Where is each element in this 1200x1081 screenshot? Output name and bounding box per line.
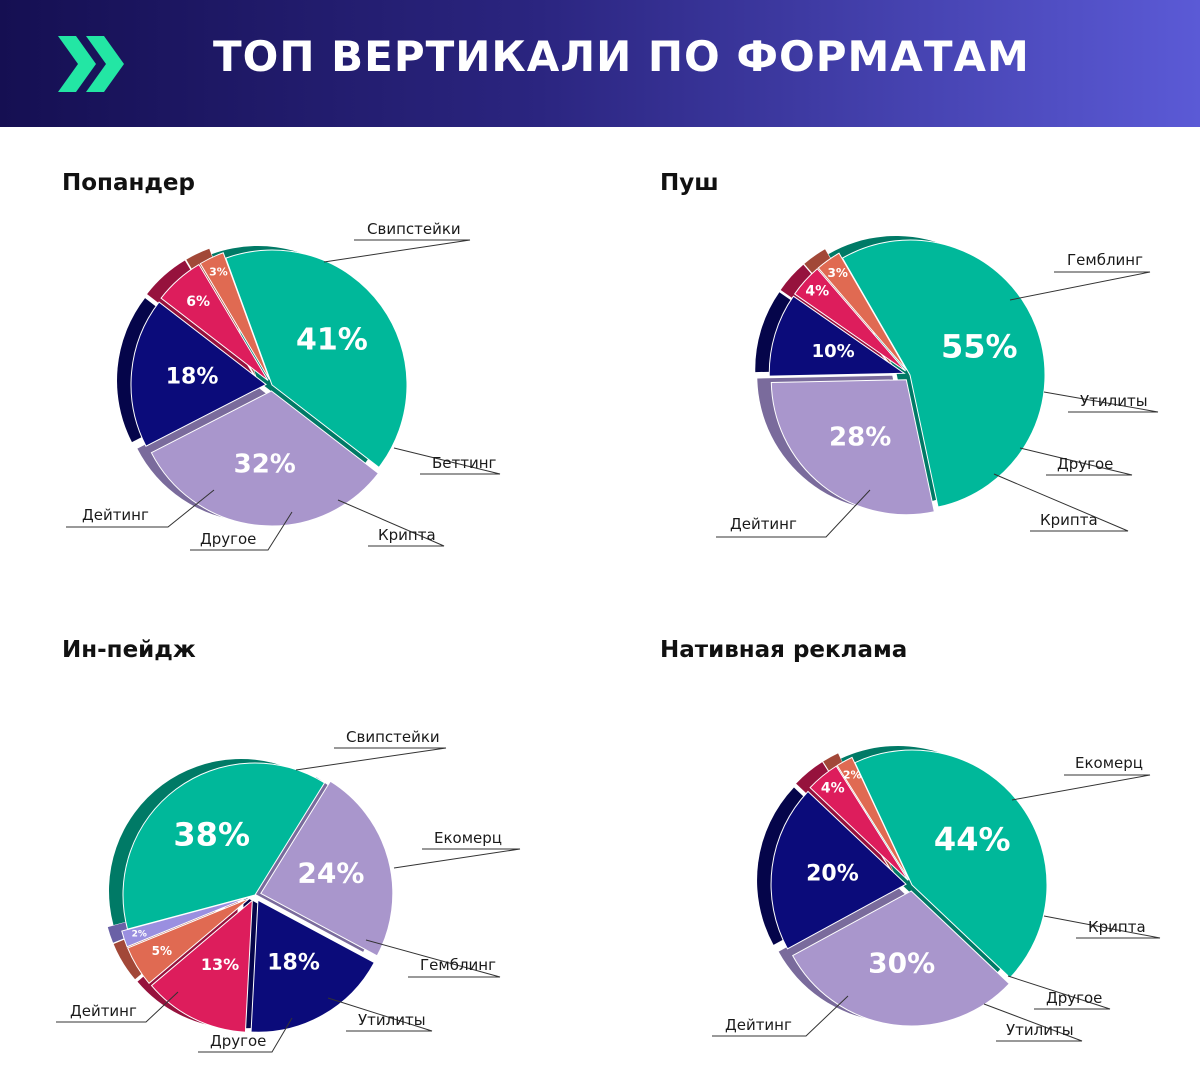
- slice-1: [854, 749, 1048, 979]
- slice-4: [793, 268, 906, 372]
- leader-line: [993, 473, 1129, 532]
- slice-category-label: Другое: [200, 530, 256, 548]
- slice-1: [225, 249, 408, 469]
- slice-category-label: Екомерц: [1075, 754, 1143, 772]
- slice-category-label: Утилиты: [358, 1011, 426, 1029]
- slice-value-label: 10%: [812, 341, 855, 362]
- slice-category-label: Дейтинг: [70, 1002, 137, 1020]
- slice-category-label: Крипта: [378, 526, 436, 544]
- pie-chart-4: 44% 30% 20% 4%2% Дейтинг Екомерц Крипта Другое У…: [712, 745, 1161, 1042]
- slice-4: [160, 263, 269, 381]
- slice-category-label: Крипта: [1040, 511, 1098, 529]
- leader-line: [1043, 915, 1161, 939]
- leader-line: [393, 447, 501, 475]
- leader-line: [56, 991, 179, 1023]
- slice-value-label: 3%: [209, 265, 228, 278]
- leader-line: [337, 499, 445, 547]
- slice-3: [768, 295, 906, 377]
- leader-line: [365, 939, 501, 978]
- slice-1: [122, 762, 326, 930]
- slice-3: [130, 301, 267, 447]
- leader-line: [323, 239, 471, 263]
- chart-title-inpage: Ин-пейдж: [62, 637, 196, 663]
- chart-title-popunder: Попандер: [62, 170, 195, 196]
- leader-line: [66, 489, 215, 528]
- slice-value-label: 3%: [828, 266, 848, 280]
- slice-category-label: Дейтинг: [730, 515, 797, 533]
- slice-value-label: 4%: [821, 781, 845, 797]
- slice-5: [127, 897, 251, 985]
- slice-value-label: 20%: [806, 862, 859, 887]
- pie-chart-2: 55% 28% 10% 4% 3% Дейтинг Гемблинг Утилиты Друго…: [716, 235, 1159, 538]
- slice-4: [809, 765, 909, 881]
- slice-category-label: Беттинг: [432, 454, 497, 472]
- slice-value-label: 24%: [297, 857, 364, 890]
- slice-value-label: 5%: [152, 944, 172, 958]
- slice-6: [121, 896, 250, 948]
- slice-2: [792, 890, 1011, 1027]
- slice-3: [770, 790, 907, 950]
- slice-2: [770, 379, 935, 516]
- slice-value-label: 4%: [805, 283, 829, 299]
- slice-2: [150, 390, 380, 527]
- slice-2: [260, 780, 394, 957]
- leader-line: [716, 489, 871, 538]
- slice-value-label: 41%: [296, 323, 368, 358]
- slice-category-label: Гемблинг: [420, 956, 496, 974]
- pie-chart-1: 41% 32% 18% 6% 3% Дейтинг Свипстейки Беттинг Кри…: [66, 220, 501, 551]
- slice-category-label: Свипстейки: [346, 728, 440, 746]
- double-chevron-icon: [58, 36, 124, 92]
- slice-value-label: 13%: [201, 955, 239, 974]
- slice-value-label: 18%: [267, 950, 320, 975]
- leader-line: [327, 997, 433, 1032]
- slice-value-label: 2%: [132, 929, 147, 939]
- leader-line: [1019, 447, 1133, 476]
- slice-value-label: 28%: [829, 422, 891, 452]
- slice-5: [836, 756, 910, 880]
- slice-category-label: Дейтинг: [725, 1016, 792, 1034]
- leader-line: [1043, 391, 1159, 413]
- leader-line: [1007, 975, 1111, 1010]
- slice-category-label: Свипстейки: [367, 220, 461, 238]
- chart-title-native: Нативная реклама: [660, 637, 908, 663]
- leader-line: [712, 995, 849, 1037]
- slice-category-label: Утилиты: [1006, 1021, 1074, 1039]
- slice-value-label: 44%: [934, 821, 1011, 859]
- leader-line: [295, 747, 447, 771]
- slice-category-label: Дейтинг: [82, 506, 149, 524]
- leader-line: [983, 1003, 1083, 1042]
- slice-category-label: Другое: [1046, 989, 1102, 1007]
- leader-line: [393, 848, 521, 869]
- slice-value-label: 6%: [186, 294, 210, 310]
- slice-value-label: 30%: [868, 947, 935, 980]
- chart-title-push: Пуш: [660, 170, 719, 196]
- leader-line: [1011, 774, 1151, 801]
- slice-category-label: Другое: [210, 1032, 266, 1050]
- header-banner: ТОП ВЕРТИКАЛИ ПО ФОРМАТАМ: [0, 0, 1200, 127]
- slice-value-label: 38%: [173, 816, 250, 854]
- slice-5: [199, 252, 270, 380]
- slice-1: [841, 239, 1046, 508]
- slice-category-label: Другое: [1057, 455, 1113, 473]
- slice-5: [817, 252, 907, 371]
- slice-3: [250, 899, 375, 1033]
- slice-value-label: 2%: [843, 768, 862, 781]
- slice-value-label: 18%: [166, 365, 219, 390]
- slice-4: [150, 899, 253, 1033]
- slice-category-label: Гемблинг: [1067, 251, 1143, 269]
- leader-line: [190, 511, 293, 551]
- page-title: ТОП ВЕРТИКАЛИ ПО ФОРМАТАМ: [213, 32, 1030, 81]
- slice-category-label: Утилиты: [1080, 392, 1148, 410]
- slice-category-label: Екомерц: [434, 829, 502, 847]
- pie-chart-3: 38% 24% 18% 13% 5% 2% Дейтинг Свипстейки Екомерц…: [56, 728, 521, 1053]
- leader-line: [198, 1017, 293, 1053]
- slice-value-label: 32%: [234, 449, 296, 479]
- slice-category-label: Крипта: [1088, 918, 1146, 936]
- slice-value-label: 55%: [941, 327, 1018, 365]
- leader-line: [1009, 271, 1151, 301]
